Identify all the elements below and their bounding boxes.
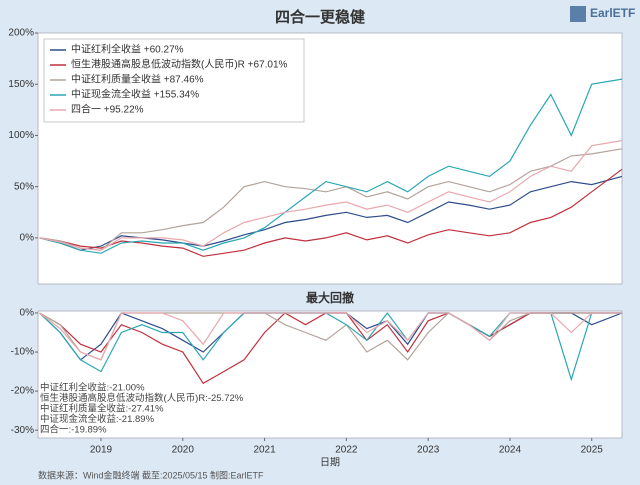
x-tick-label: 2024 [499, 445, 522, 456]
logo-icon [570, 6, 586, 22]
series-line [39, 148, 623, 251]
legend-label: 四合一 +95.22% [71, 103, 144, 116]
y-tick-label: 0% [20, 308, 35, 319]
chart-title: 四合一更稳健 [275, 8, 365, 26]
logo: EarlETF [590, 6, 635, 20]
annotation: 中证红利质量全收益:-27.41% [40, 403, 164, 415]
subplot-title: 最大回撤 [306, 290, 354, 305]
legend-label: 中证现金流全收益 +155.34% [71, 88, 199, 101]
y-tick-label: -20% [11, 386, 34, 397]
y-tick-label: 150% [8, 79, 34, 90]
series-line [39, 175, 623, 251]
x-axis-label: 日期 [320, 457, 340, 469]
series-line [39, 78, 623, 254]
y-tick-label: 0% [20, 233, 35, 244]
annotation: 中证红利全收益:-21.00% [40, 382, 145, 394]
series-line [39, 312, 622, 361]
source-note: 数据来源：Wind金融终端 截至:2025/05/15 制图:EarlETF [38, 469, 264, 480]
x-tick-label: 2021 [253, 445, 276, 456]
legend-box [43, 38, 305, 123]
series-line [39, 168, 623, 257]
y-tick-label: 200% [8, 28, 34, 39]
plot-area [37, 310, 623, 439]
x-tick-label: 2019 [90, 445, 113, 456]
annotation: 恒生港股通高股息低波动指数(人民币)R:-25.72% [40, 392, 244, 404]
x-tick-label: 2023 [417, 445, 440, 456]
y-tick-label: 50% [14, 181, 34, 192]
annotation: 四合一:-19.89% [40, 424, 107, 436]
series-line [39, 140, 623, 251]
x-tick-label: 2022 [335, 445, 358, 456]
y-tick-label: -30% [11, 425, 34, 436]
annotation: 中证现金流全收益:-21.89% [40, 413, 155, 425]
legend-label: 恒生港股通高股息低波动指数(人民币)R +67.01% [71, 58, 288, 71]
y-tick-label: -10% [11, 347, 34, 358]
x-tick-label: 2025 [581, 445, 604, 456]
y-tick-label: 100% [8, 130, 34, 141]
legend-label: 中证红利全收益 +60.27% [71, 43, 184, 56]
x-tick-label: 2020 [172, 445, 195, 456]
legend-label: 中证红利质量全收益 +87.46% [71, 73, 204, 86]
